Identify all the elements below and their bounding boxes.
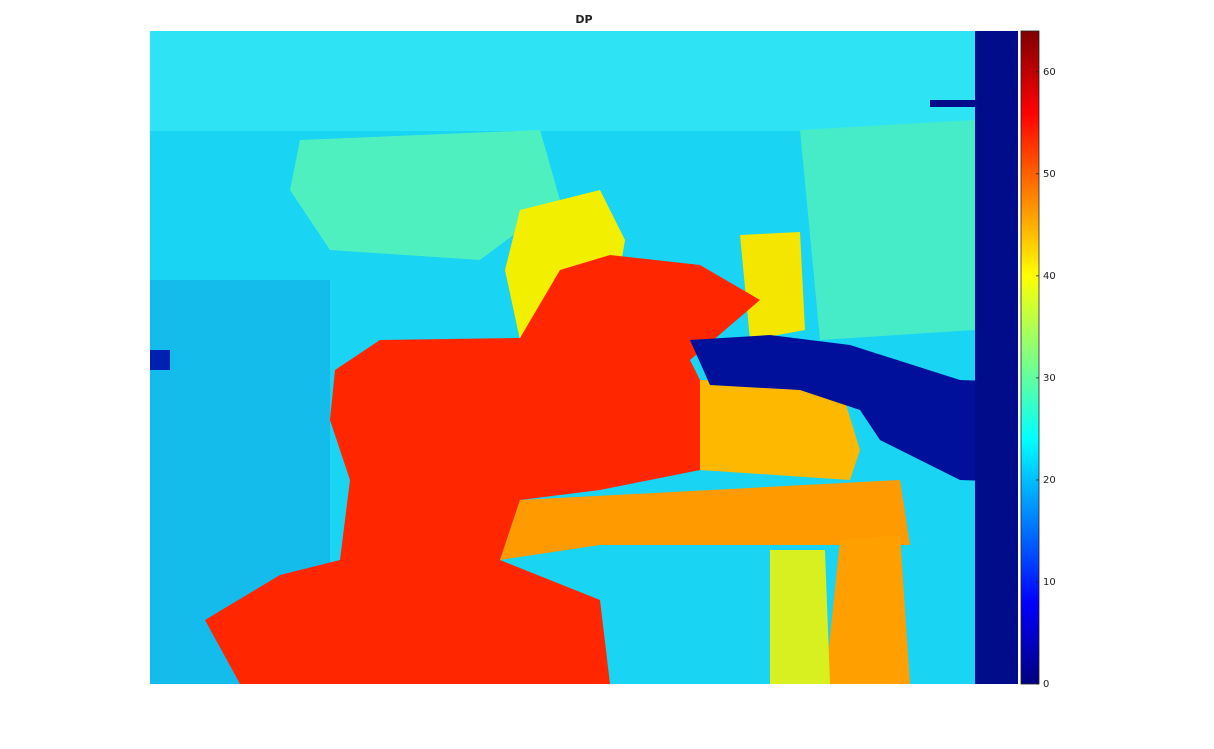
colorbar-ticks: 0 10 20 30 40 50 60 (1036, 67, 1056, 690)
colorbar-tick-label: 10 (1043, 577, 1056, 588)
colorbar-tick-label: 30 (1043, 373, 1056, 384)
colorbar-tick-label: 60 (1043, 67, 1056, 78)
colorbar-tick-label: 50 (1043, 169, 1056, 180)
colorbar-tick-label: 40 (1043, 271, 1056, 282)
colorbar-tick-label: 0 (1043, 679, 1049, 690)
colorbar (1020, 30, 1040, 685)
chart-title: DP (575, 13, 592, 26)
colorbar-tick-label: 20 (1043, 475, 1056, 486)
disparity-image (150, 31, 1018, 684)
